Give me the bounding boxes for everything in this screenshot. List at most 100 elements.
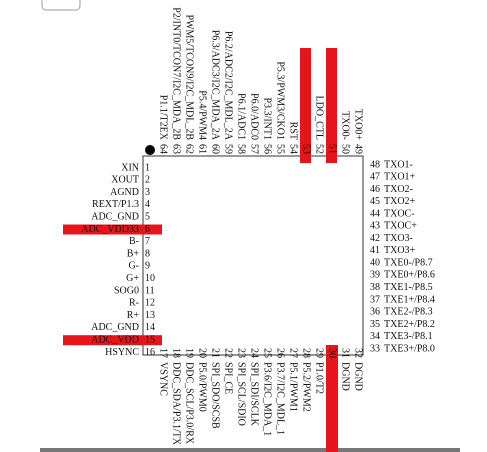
pin-number: 36	[370, 307, 380, 318]
pin-label: P5.1/PWM1	[288, 362, 299, 412]
pin-number: 40	[370, 257, 380, 268]
pin-number: 28	[301, 348, 312, 358]
pin-number: 48	[370, 159, 380, 170]
pin-label: TXE3-/P8.1	[384, 331, 433, 342]
pin-number: 26	[275, 348, 286, 358]
pin-label: P6.1/ADC1	[236, 93, 247, 140]
pin-label: SPI_SDO/SCSB	[210, 362, 221, 429]
pin-number: 16	[145, 347, 155, 358]
pin-number: 43	[370, 221, 380, 232]
pin-number: 19	[184, 348, 195, 358]
pin-label: PWM5/TCON9/I2C_MDL_2B	[184, 14, 195, 140]
pin-number: 38	[370, 282, 380, 293]
pin-label: TXOC+	[384, 221, 417, 232]
pin-label: B-	[129, 236, 139, 247]
pin-label: ADC_GND	[91, 211, 139, 222]
pin-label: HSYNC	[105, 347, 139, 358]
pin-number: 50	[340, 144, 351, 154]
pin-number: 59	[223, 144, 234, 154]
pin-label: R+	[127, 310, 140, 321]
pin-label: P1.1/T2EX	[158, 95, 169, 141]
pin-number: 9	[145, 261, 150, 272]
pin-label: P3.3/INT1	[262, 98, 273, 141]
pin-number: 12	[145, 298, 155, 309]
pin-label: P6.2/ADC2/I2C_MDL_2A	[223, 31, 234, 141]
pin-number: 39	[370, 270, 380, 281]
pin-number: 5	[145, 211, 150, 222]
pin-number: 11	[145, 285, 155, 296]
pin-number: 32	[353, 348, 364, 358]
pin-label: G-	[128, 261, 139, 272]
pin-number: 34	[370, 331, 380, 342]
pin-number: 6	[145, 224, 150, 235]
pin-number: 46	[370, 184, 380, 195]
pin-label: P6.0/ADC0	[249, 93, 260, 140]
pin-label: TXO0-	[340, 111, 351, 140]
pin-number: 61	[197, 144, 208, 154]
pin-label: ADC_VDD33	[81, 224, 139, 235]
pin-number: 18	[171, 348, 182, 358]
pin-label: AGND	[110, 187, 139, 198]
pin-number: 24	[249, 348, 260, 358]
pin-number: 21	[210, 348, 221, 358]
pin-number: 56	[262, 144, 273, 154]
pin-label: DDC_SDA/P3.1/TX	[171, 362, 182, 446]
pin-number: 13	[145, 310, 155, 321]
pin-label: DGND	[340, 362, 351, 391]
pin-label: P5.4/PWM4	[197, 90, 208, 140]
pin-number: 3	[145, 187, 150, 198]
pin-label: G+	[126, 273, 139, 284]
pin-number: 23	[236, 348, 247, 358]
pin-number: 62	[184, 144, 195, 154]
pin-highlight	[63, 335, 162, 346]
pin-label: SPI_CE	[223, 362, 234, 394]
pin-label: TXE1-/P8.5	[384, 282, 433, 293]
pin-number: 15	[145, 334, 155, 345]
pin-label: SPI_SDI/SCLK	[249, 362, 260, 427]
pin-label: TXE2+/P8.2	[384, 319, 435, 330]
pin-label: R-	[129, 298, 139, 309]
pin-label: VSYNC	[158, 362, 169, 396]
pin-number: 54	[288, 144, 299, 154]
pin-label: XOUT	[111, 175, 139, 186]
pin-label: TXE3+/P8.0	[384, 343, 435, 354]
pin-number: 60	[210, 144, 221, 154]
pin-number: 17	[158, 348, 169, 358]
pin-label: TXO2-	[384, 184, 413, 195]
pin-label: DDC_SCL/P3.0/RX	[184, 362, 195, 445]
pin-label: P5.2/PWM2	[301, 362, 312, 412]
pin-number: 41	[370, 245, 380, 256]
pin-label: ADC_VDD	[91, 334, 139, 345]
pin-highlight	[63, 224, 162, 235]
pin-label: P5.0/PWM0	[197, 362, 208, 412]
pin-number: 53	[301, 144, 312, 154]
pin-number: 58	[236, 144, 247, 154]
pin-highlight	[326, 48, 337, 163]
bottom-bar	[40, 448, 460, 452]
pin-number: 35	[370, 319, 380, 330]
pin-number: 1	[145, 162, 150, 173]
pin-number: 57	[249, 144, 260, 154]
pin-number: 14	[145, 322, 155, 333]
pin-number: 29	[314, 348, 325, 358]
pin-label: TXE1+/P8.4	[384, 294, 435, 305]
pin-label: TXO0+	[353, 109, 364, 141]
pin-number: 52	[314, 144, 325, 154]
pin-label: ADC_GND	[91, 322, 139, 333]
pin-number: 63	[171, 144, 182, 154]
pin-highlight	[326, 345, 338, 452]
pin-number: 64	[158, 144, 169, 154]
pin-number: 30	[327, 348, 338, 358]
pin-label: TXO1-	[384, 159, 413, 170]
pin-number: 49	[353, 144, 364, 154]
pin-number: 2	[145, 175, 150, 186]
pin1-dot	[145, 145, 155, 155]
pin-number: 44	[370, 208, 380, 219]
pin-label: P3.7/I2C_MDL_1	[275, 362, 286, 435]
pin-label: TXO3+	[384, 245, 416, 256]
pin-number: 55	[275, 144, 286, 154]
pin-number: 51	[327, 144, 338, 154]
pin-label: TXE0+/P8.6	[384, 270, 435, 281]
pin-number: 33	[370, 343, 380, 354]
